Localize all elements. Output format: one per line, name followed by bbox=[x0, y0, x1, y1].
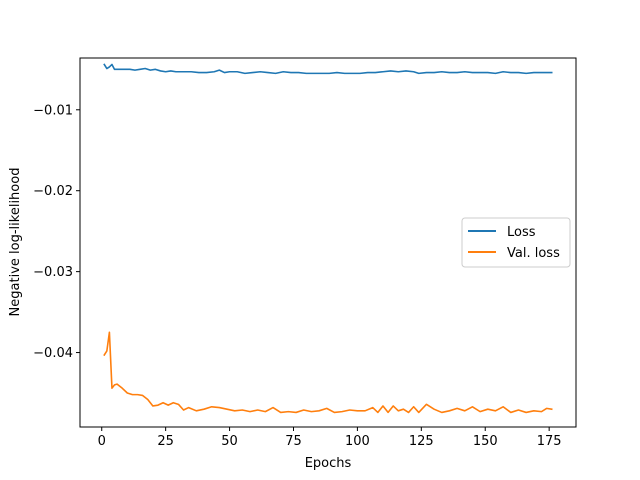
y-tick-label: −0.03 bbox=[33, 265, 73, 280]
y-tick-label: −0.04 bbox=[33, 346, 73, 361]
legend: Loss Val. loss bbox=[461, 217, 571, 268]
legend-label-loss: Loss bbox=[507, 225, 536, 240]
plot-frame bbox=[79, 57, 577, 428]
x-tick-label: 125 bbox=[409, 434, 434, 449]
y-axis: −0.01 −0.02 −0.03 −0.04 bbox=[33, 103, 80, 361]
y-tick-label: −0.02 bbox=[33, 184, 73, 199]
plot-area bbox=[103, 63, 553, 414]
x-tick-label: 50 bbox=[221, 434, 238, 449]
x-axis-label: Epochs bbox=[305, 456, 352, 471]
x-tick-label: 175 bbox=[537, 434, 562, 449]
series-line-val-loss bbox=[103, 331, 553, 414]
x-tick-label: 75 bbox=[285, 434, 302, 449]
x-tick-label: 150 bbox=[473, 434, 498, 449]
x-tick-label: 0 bbox=[98, 434, 106, 449]
series-line-loss bbox=[103, 63, 553, 75]
x-tick-label: 100 bbox=[345, 434, 370, 449]
y-axis-label: Negative log-likelihood bbox=[8, 168, 23, 317]
legend-label-val-loss: Val. loss bbox=[507, 246, 560, 261]
x-tick-label: 25 bbox=[157, 434, 174, 449]
y-tick-label: −0.01 bbox=[33, 103, 73, 118]
x-axis: 0 25 50 75 100 125 150 175 bbox=[98, 427, 562, 449]
